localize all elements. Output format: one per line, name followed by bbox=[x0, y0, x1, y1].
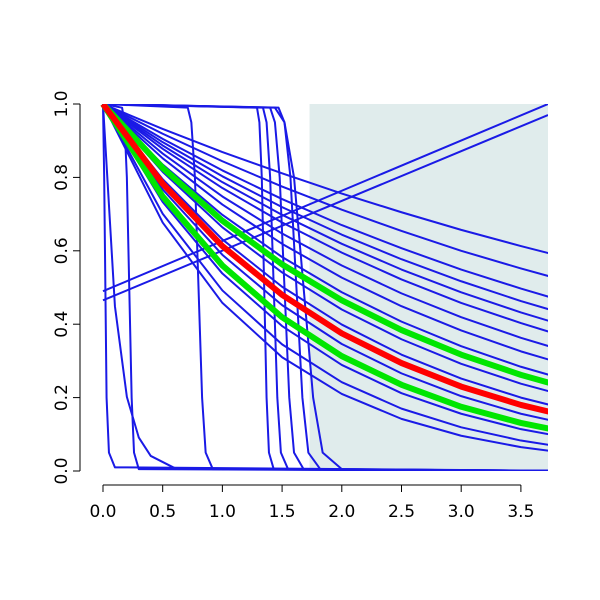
curve bbox=[102, 104, 548, 436]
curve bbox=[102, 104, 548, 406]
x-tick-label: 2.0 bbox=[328, 502, 355, 522]
curve bbox=[102, 104, 548, 471]
curve bbox=[102, 104, 548, 452]
curve bbox=[102, 104, 548, 298]
curve bbox=[102, 104, 548, 393]
curve bbox=[102, 104, 548, 376]
x-tick-label: 0.0 bbox=[89, 502, 116, 522]
y-tick-label: 0.0 bbox=[52, 457, 72, 484]
curve bbox=[102, 104, 548, 277]
curve bbox=[102, 104, 548, 311]
curve bbox=[102, 104, 548, 471]
curve bbox=[102, 114, 548, 302]
y-tick-label: 0.8 bbox=[52, 164, 72, 191]
curve bbox=[102, 104, 548, 361]
curve bbox=[102, 104, 548, 255]
curve bbox=[102, 104, 548, 446]
shaded-region bbox=[309, 104, 548, 471]
x-tick-label: 3.5 bbox=[507, 502, 534, 522]
x-tick-label: 0.5 bbox=[149, 502, 176, 522]
y-tick-label: 0.2 bbox=[52, 384, 72, 411]
curve bbox=[102, 104, 548, 293]
x-tick-label: 2.5 bbox=[388, 502, 415, 522]
plot-area bbox=[100, 104, 548, 471]
curve bbox=[102, 104, 548, 471]
curve bbox=[100, 104, 548, 432]
curve bbox=[102, 104, 548, 322]
curve bbox=[102, 104, 548, 471]
x-tick-label: 1.5 bbox=[269, 502, 296, 522]
curve bbox=[102, 104, 548, 333]
x-tick-label: 1.0 bbox=[209, 502, 236, 522]
curve bbox=[100, 104, 548, 386]
y-tick-label: 0.4 bbox=[52, 311, 72, 338]
curve bbox=[102, 104, 548, 347]
curve bbox=[102, 104, 548, 471]
curve bbox=[102, 104, 548, 421]
x-tick-label: 3.0 bbox=[448, 502, 475, 522]
curve bbox=[101, 104, 548, 471]
y-tick-label: 1.0 bbox=[52, 90, 72, 117]
curve bbox=[100, 104, 548, 415]
curve bbox=[102, 104, 548, 471]
y-tick-label: 0.6 bbox=[52, 237, 72, 264]
